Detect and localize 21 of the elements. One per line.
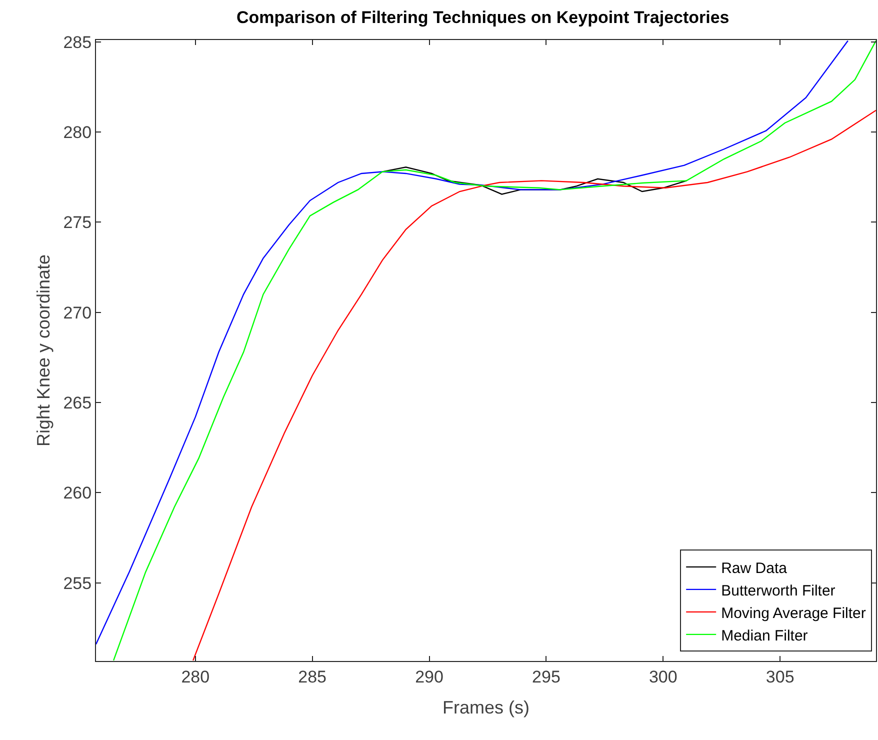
y-tick-label: 270	[63, 303, 92, 322]
x-tick-label: 285	[298, 667, 327, 686]
y-tick-label: 285	[63, 32, 92, 52]
y-axis-title: Right Knee y coordinate	[33, 254, 54, 447]
legend-label: Median Filter	[721, 627, 808, 644]
legend-label: Butterworth Filter	[721, 582, 836, 600]
y-tick-label: 265	[63, 393, 92, 412]
x-tick-label: 305	[766, 667, 794, 686]
y-tick-label: 260	[63, 484, 92, 503]
x-tick-label: 280	[181, 667, 210, 686]
x-tick-label: 290	[415, 667, 444, 686]
x-axis-title: Frames (s)	[442, 698, 530, 718]
y-tick-label: 275	[63, 213, 92, 232]
y-tick-label: 280	[63, 122, 92, 142]
line-series	[192, 110, 876, 661]
y-tick-label: 255	[63, 574, 92, 593]
legend-label: Raw Data	[721, 560, 788, 577]
legend-label: Moving Average Filter	[721, 604, 866, 622]
chart-title: Comparison of Filtering Techniques on Keypoint Trajectories	[236, 8, 730, 27]
x-tick-label: 295	[532, 667, 560, 686]
x-tick-label: 300	[648, 667, 678, 686]
